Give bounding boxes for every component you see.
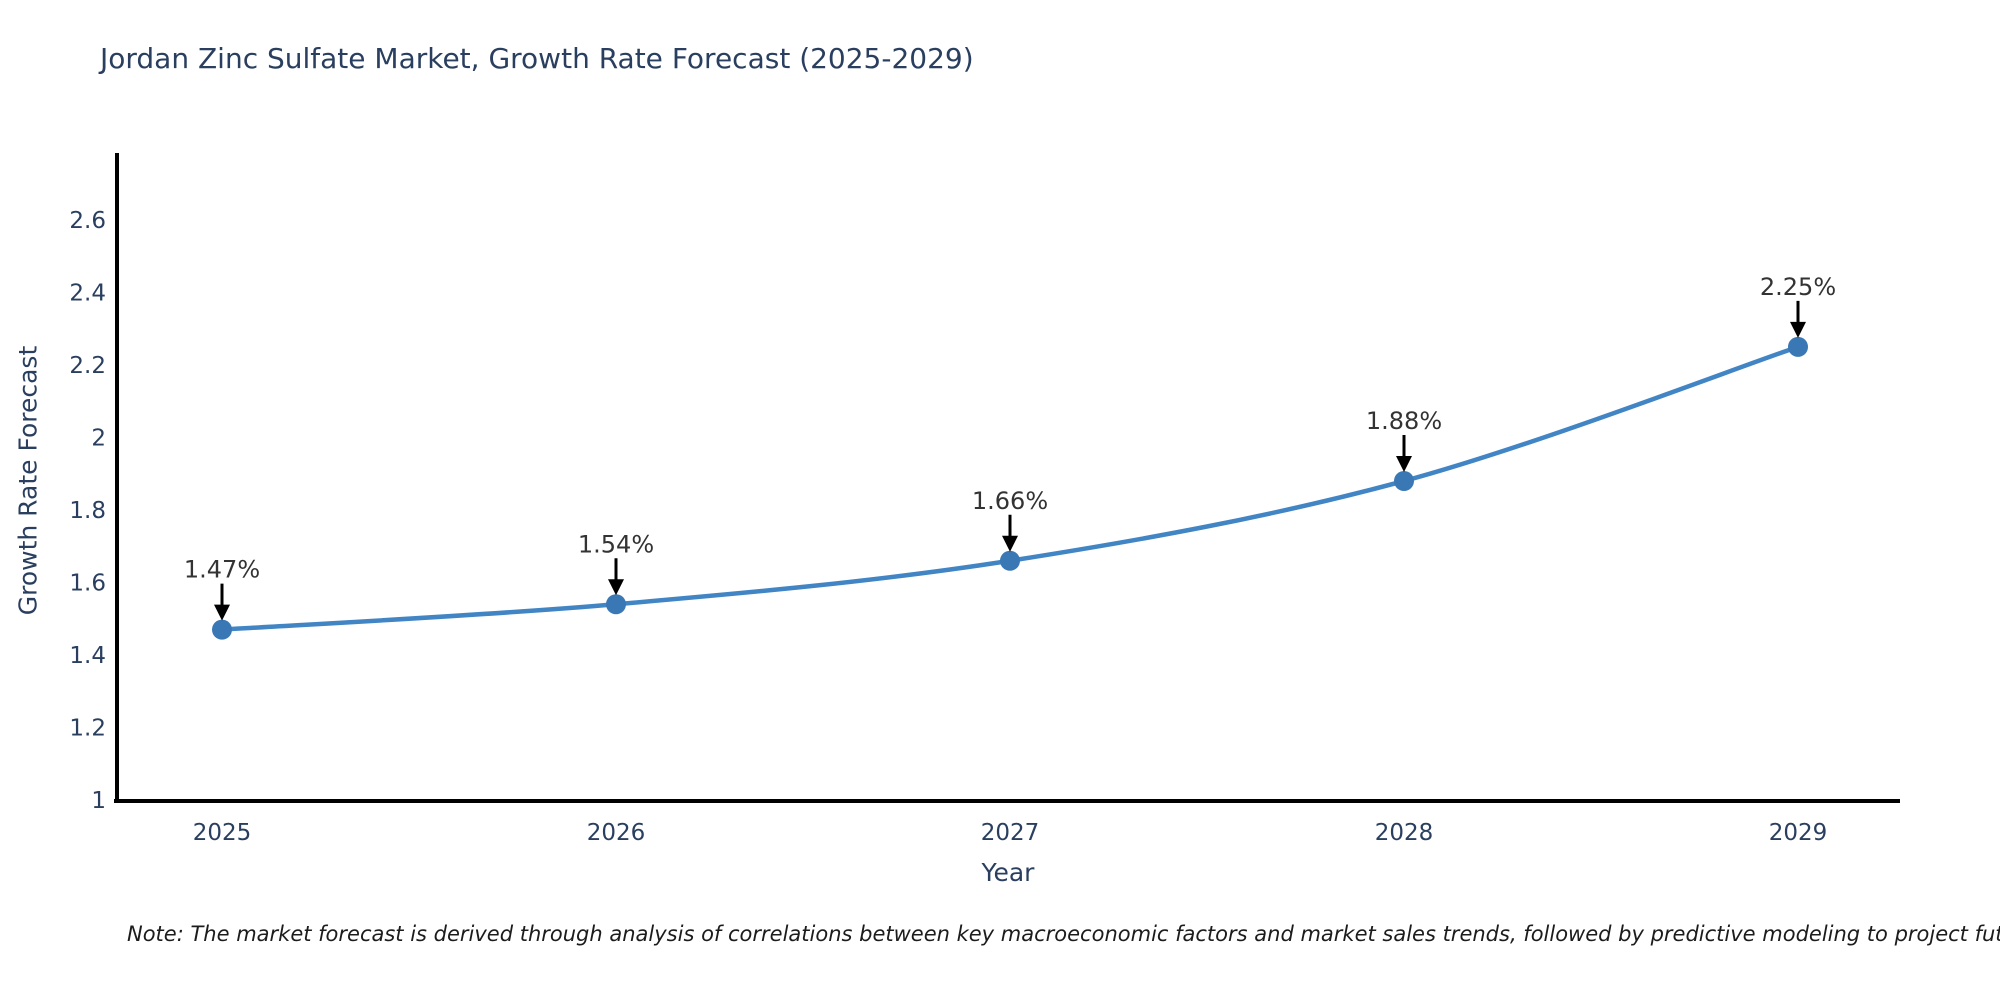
data-point-marker[interactable] <box>1788 336 1808 357</box>
y-tick-label: 1 <box>91 788 106 814</box>
footnote: Note: The market forecast is derived thr… <box>127 922 2000 946</box>
data-point-marker[interactable] <box>606 594 626 615</box>
chart-title: Jordan Zinc Sulfate Market, Growth Rate … <box>100 42 974 75</box>
annotation-arrowhead-icon <box>1396 456 1412 472</box>
data-point-label: 1.47% <box>184 556 260 584</box>
y-tick-label: 2 <box>91 426 106 452</box>
y-tick-label: 2.4 <box>69 281 106 307</box>
data-point-marker[interactable] <box>212 619 232 640</box>
y-tick-label: 1.2 <box>69 716 106 742</box>
x-tick-label: 2026 <box>587 820 646 846</box>
data-point-label: 1.66% <box>972 487 1048 515</box>
data-point-label: 1.88% <box>1366 407 1442 435</box>
data-point-marker[interactable] <box>1394 471 1414 491</box>
y-tick-label: 1.4 <box>69 643 106 669</box>
annotation-arrowhead-icon <box>1002 535 1018 552</box>
annotation-arrowhead-icon <box>214 604 230 621</box>
y-tick-label: 2.2 <box>69 353 106 379</box>
data-point-label: 2.25% <box>1760 273 1836 301</box>
y-tick-label: 1.8 <box>69 498 106 524</box>
data-point-marker[interactable] <box>1000 550 1020 571</box>
x-axis-title: Year <box>981 858 1035 887</box>
y-tick-label: 1.6 <box>69 571 106 597</box>
x-tick-label: 2025 <box>193 820 252 846</box>
annotation-arrowhead-icon <box>1790 321 1806 338</box>
y-tick-label: 2.6 <box>69 208 106 234</box>
x-tick-label: 2029 <box>1769 820 1828 846</box>
annotation-arrowhead-icon <box>608 579 624 596</box>
x-tick-label: 2028 <box>1375 820 1434 846</box>
x-tick-label: 2027 <box>981 820 1040 846</box>
data-point-label: 1.54% <box>578 530 654 558</box>
